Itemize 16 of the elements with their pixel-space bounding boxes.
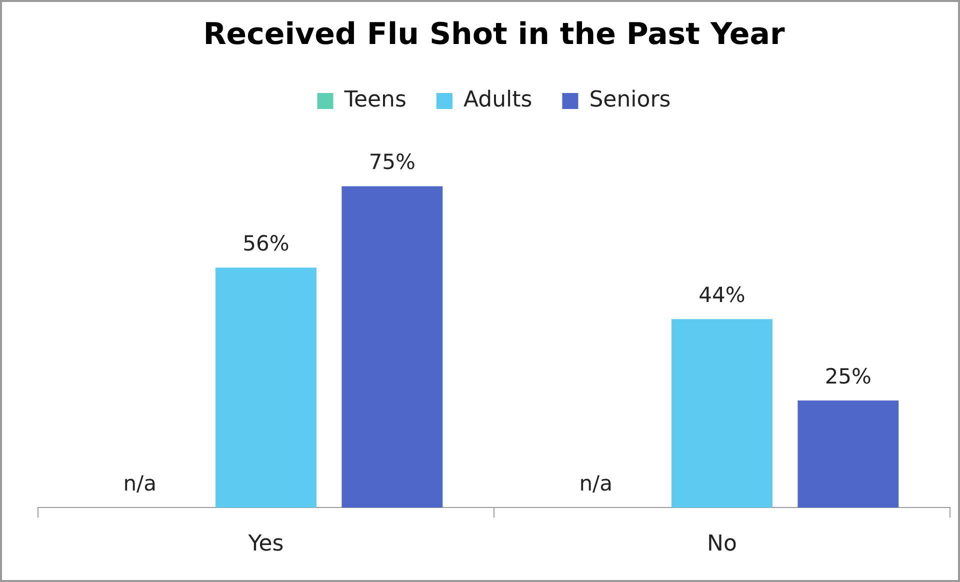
data-label: 44% [698, 283, 746, 308]
chart-title: Received Flu Shot in the Past Year [203, 16, 786, 52]
text: n/a [579, 472, 612, 496]
text: n/a [123, 472, 156, 496]
bar [216, 268, 316, 508]
x-tick-label: Yes [247, 532, 284, 557]
bar [672, 319, 772, 508]
bar [798, 400, 899, 508]
x-tick-label: No [707, 532, 737, 557]
data-label: 75% [368, 150, 416, 174]
data-label: 56% [242, 232, 290, 256]
bar [342, 186, 443, 508]
legend-label: Seniors [589, 88, 671, 113]
legend-label: Adults [463, 88, 532, 113]
legend-label: Teens [343, 88, 406, 113]
data-label: 25% [824, 364, 872, 388]
